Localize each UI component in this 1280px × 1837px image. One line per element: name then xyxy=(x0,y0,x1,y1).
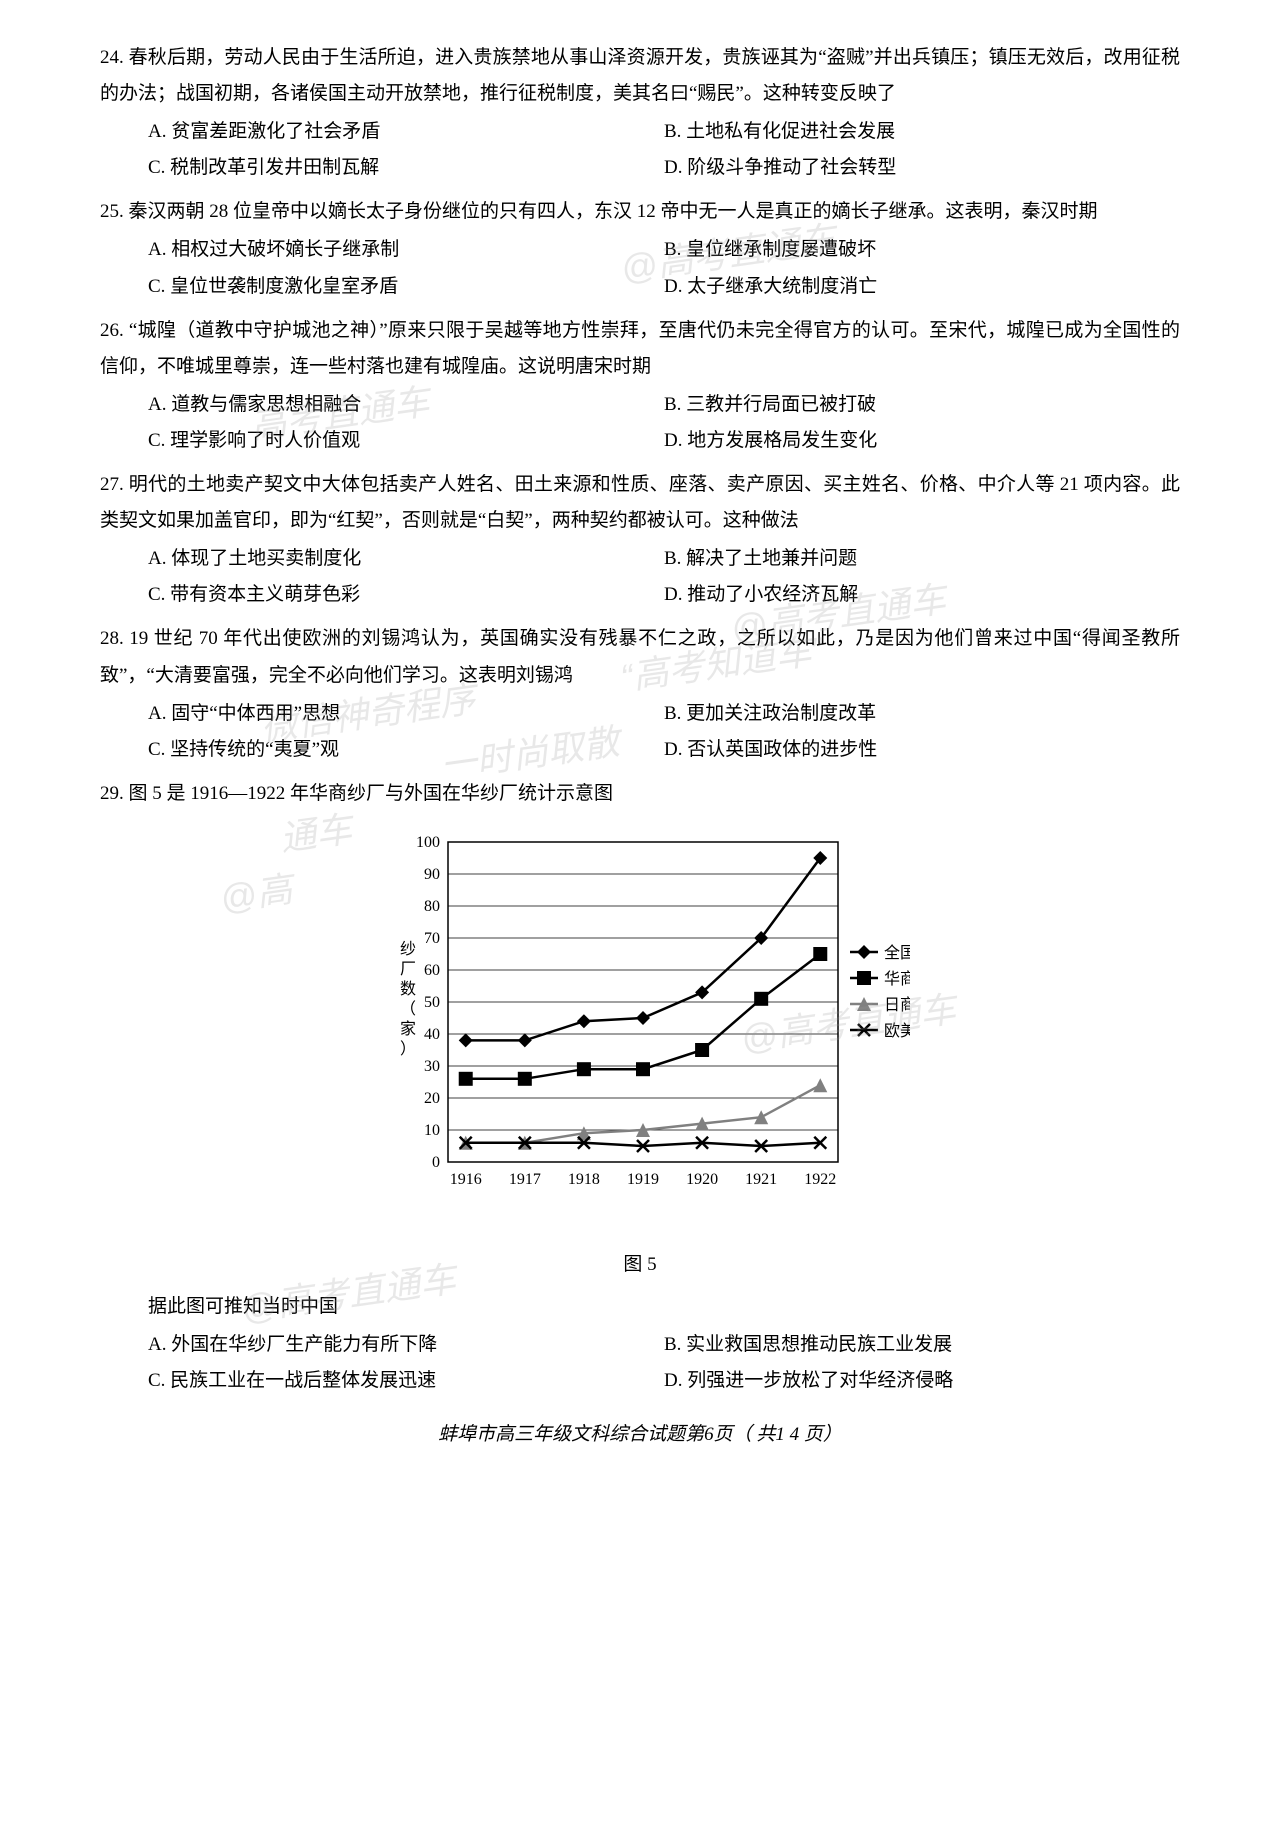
svg-text:0: 0 xyxy=(432,1154,440,1171)
option-c: C. 带有资本主义萌芽色彩 xyxy=(148,577,664,613)
question-options: A. 道教与儒家思想相融合B. 三教并行局面已被打破C. 理学影响了时人价值观D… xyxy=(148,387,1180,459)
question-body: 19 世纪 70 年代出使欧洲的刘锡鸿认为，英国确实没有残暴不仁之政，之所以如此… xyxy=(100,628,1180,685)
svg-text:30: 30 xyxy=(424,1058,440,1075)
question: 25. 秦汉两朝 28 位皇帝中以嫡长太子身份继位的只有四人，东汉 12 帝中无… xyxy=(100,194,1180,304)
option-b: B. 三教并行局面已被打破 xyxy=(664,387,1180,423)
question-options: A. 体现了土地买卖制度化B. 解决了土地兼并问题C. 带有资本主义萌芽色彩D.… xyxy=(148,541,1180,613)
question-options: A. 外国在华纱厂生产能力有所下降B. 实业救国思想推动民族工业发展C. 民族工… xyxy=(148,1327,1180,1399)
question: 24. 春秋后期，劳动人民由于生活所迫，进入贵族禁地从事山泽资源开发，贵族诬其为… xyxy=(100,40,1180,186)
question-number: 29. xyxy=(100,783,129,804)
option-a: A. 固守“中体西用”思想 xyxy=(148,696,664,732)
svg-text:厂: 厂 xyxy=(400,961,416,978)
option-d: D. 否认英国政体的进步性 xyxy=(664,732,1180,768)
option-a: A. 外国在华纱厂生产能力有所下降 xyxy=(148,1327,664,1363)
question: 29. 图 5 是 1916—1922 年华商纱厂与外国在华纱厂统计示意图 0 10… xyxy=(100,776,1180,1399)
option-c: C. 皇位世袭制度激化皇室矛盾 xyxy=(148,269,664,305)
svg-text:1917: 1917 xyxy=(509,1171,541,1188)
question-body: 秦汉两朝 28 位皇帝中以嫡长太子身份继位的只有四人，东汉 12 帝中无一人是真… xyxy=(129,201,1098,222)
question-options: A. 固守“中体西用”思想B. 更加关注政治制度改革C. 坚持传统的“夷夏”观D… xyxy=(148,696,1180,768)
option-b: B. 皇位继承制度屡遭破坏 xyxy=(664,232,1180,268)
question-body: “城隍（道教中守护城池之神）”原来只限于吴越等地方性崇拜，至唐代仍未完全得官方的… xyxy=(100,320,1180,377)
svg-text:70: 70 xyxy=(424,930,440,947)
question-options: A. 相权过大破坏嫡长子继承制B. 皇位继承制度屡遭破坏C. 皇位世袭制度激化皇… xyxy=(148,232,1180,304)
svg-text:纱: 纱 xyxy=(400,941,416,958)
svg-text:）: ） xyxy=(400,1040,416,1058)
svg-text:华商: 华商 xyxy=(884,970,910,988)
question-number: 27. xyxy=(100,474,129,495)
svg-text:1918: 1918 xyxy=(568,1171,600,1188)
option-b: B. 解决了土地兼并问题 xyxy=(664,541,1180,577)
svg-text:40: 40 xyxy=(424,1026,440,1043)
option-a: A. 道教与儒家思想相融合 xyxy=(148,387,664,423)
option-a: A. 贫富差距激化了社会矛盾 xyxy=(148,114,664,150)
question-text: 25. 秦汉两朝 28 位皇帝中以嫡长太子身份继位的只有四人，东汉 12 帝中无… xyxy=(100,194,1180,230)
svg-text:1922: 1922 xyxy=(804,1171,836,1188)
svg-text:1916: 1916 xyxy=(450,1171,482,1188)
svg-text:50: 50 xyxy=(424,994,440,1011)
option-b: B. 实业救国思想推动民族工业发展 xyxy=(664,1327,1180,1363)
svg-text:全国: 全国 xyxy=(884,944,910,962)
option-b: B. 土地私有化促进社会发展 xyxy=(664,114,1180,150)
svg-text:80: 80 xyxy=(424,898,440,915)
svg-text:1920: 1920 xyxy=(686,1171,718,1188)
chart-container: 0 10 20 30 40 50 60 70 80 90 100 纱厂数 （ 家 ） 1916 1917 1918… xyxy=(100,822,1180,1242)
svg-text:欧美商: 欧美商 xyxy=(884,1022,910,1040)
page-footer: 蚌埠市高三年级文科综合试题第6页（ 共1 4 页） xyxy=(100,1417,1180,1453)
option-c: C. 民族工业在一战后整体发展迅速 xyxy=(148,1363,664,1399)
svg-text:20: 20 xyxy=(424,1090,440,1107)
svg-text:10: 10 xyxy=(424,1122,440,1139)
question: 26. “城隍（道教中守护城池之神）”原来只限于吴越等地方性崇拜，至唐代仍未完全… xyxy=(100,313,1180,459)
svg-text:100: 100 xyxy=(416,834,440,851)
svg-text:1919: 1919 xyxy=(627,1171,659,1188)
option-d: D. 推动了小农经济瓦解 xyxy=(664,577,1180,613)
question-number: 26. xyxy=(100,320,129,341)
question-number: 24. xyxy=(100,47,129,68)
option-d: D. 地方发展格局发生变化 xyxy=(664,423,1180,459)
option-a: A. 相权过大破坏嫡长子继承制 xyxy=(148,232,664,268)
question-text: 27. 明代的土地卖产契文中大体包括卖产人姓名、田土来源和性质、座落、卖产原因、… xyxy=(100,467,1180,539)
svg-text:日商: 日商 xyxy=(884,996,910,1014)
option-a: A. 体现了土地买卖制度化 xyxy=(148,541,664,577)
question-text: 24. 春秋后期，劳动人民由于生活所迫，进入贵族禁地从事山泽资源开发，贵族诬其为… xyxy=(100,40,1180,112)
question-body: 图 5 是 1916—1922 年华商纱厂与外国在华纱厂统计示意图 xyxy=(129,783,614,804)
question-followup: 据此图可推知当时中国 xyxy=(148,1289,1180,1325)
svg-text:数: 数 xyxy=(400,980,416,998)
chart-caption: 图 5 xyxy=(100,1247,1180,1283)
svg-text:（: （ xyxy=(400,1000,416,1018)
svg-text:家: 家 xyxy=(400,1020,416,1038)
question-number: 25. xyxy=(100,201,129,222)
option-c: C. 税制改革引发井田制瓦解 xyxy=(148,150,664,186)
question-options: A. 贫富差距激化了社会矛盾B. 土地私有化促进社会发展C. 税制改革引发井田制… xyxy=(148,114,1180,186)
chart-svg: 0 10 20 30 40 50 60 70 80 90 100 纱厂数 （ 家 ） 1916 1917 1918… xyxy=(370,822,910,1242)
question: 27. 明代的土地卖产契文中大体包括卖产人姓名、田土来源和性质、座落、卖产原因、… xyxy=(100,467,1180,613)
option-c: C. 理学影响了时人价值观 xyxy=(148,423,664,459)
option-d: D. 阶级斗争推动了社会转型 xyxy=(664,150,1180,186)
question-body: 春秋后期，劳动人民由于生活所迫，进入贵族禁地从事山泽资源开发，贵族诬其为“盗贼”… xyxy=(100,47,1180,104)
svg-text:60: 60 xyxy=(424,962,440,979)
question-text: 28. 19 世纪 70 年代出使欧洲的刘锡鸿认为，英国确实没有残暴不仁之政，之… xyxy=(100,621,1180,693)
page: @高考直通车高考直通车@高考直通车“高考知道车”微信神奇程序一时尚取散通车@高@… xyxy=(100,40,1180,1453)
question-body: 明代的土地卖产契文中大体包括卖产人姓名、田土来源和性质、座落、卖产原因、买主姓名… xyxy=(100,474,1180,531)
option-d: D. 太子继承大统制度消亡 xyxy=(664,269,1180,305)
question-text: 26. “城隍（道教中守护城池之神）”原来只限于吴越等地方性崇拜，至唐代仍未完全… xyxy=(100,313,1180,385)
svg-text:1921: 1921 xyxy=(745,1171,777,1188)
svg-text:90: 90 xyxy=(424,866,440,883)
option-c: C. 坚持传统的“夷夏”观 xyxy=(148,732,664,768)
option-b: B. 更加关注政治制度改革 xyxy=(664,696,1180,732)
question-text: 29. 图 5 是 1916—1922 年华商纱厂与外国在华纱厂统计示意图 xyxy=(100,776,1180,812)
question: 28. 19 世纪 70 年代出使欧洲的刘锡鸿认为，英国确实没有残暴不仁之政，之… xyxy=(100,621,1180,767)
questions-list: 24. 春秋后期，劳动人民由于生活所迫，进入贵族禁地从事山泽资源开发，贵族诬其为… xyxy=(100,40,1180,1399)
option-d: D. 列强进一步放松了对华经济侵略 xyxy=(664,1363,1180,1399)
question-number: 28. xyxy=(100,628,129,649)
